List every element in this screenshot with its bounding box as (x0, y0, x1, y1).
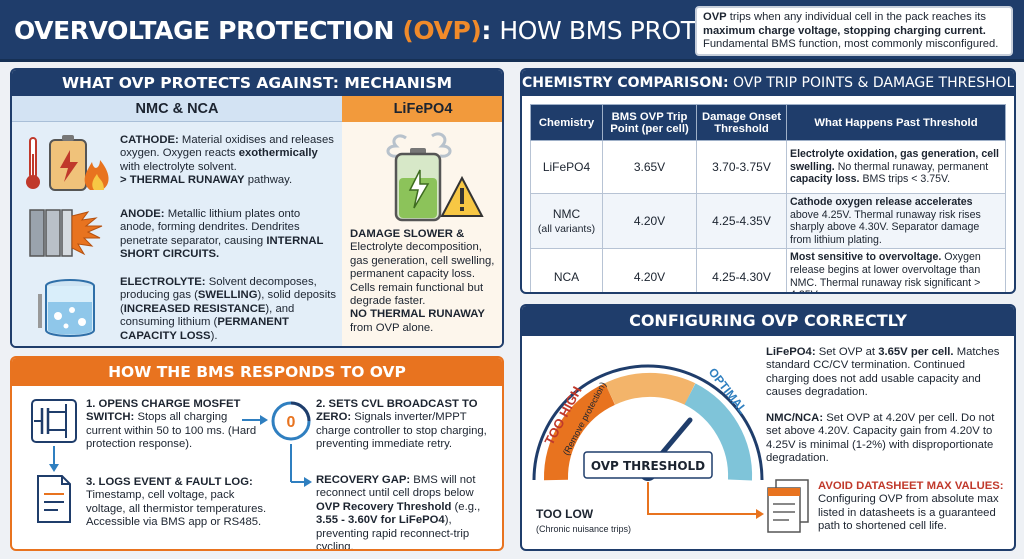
lfp-header: LiFePO4 (342, 96, 502, 122)
response-step-3: 3. LOGS EVENT & FAULT LOG: Timestamp, ce… (86, 476, 267, 529)
config-nmc-text: NMC/NCA: Set OVP at 4.20V per cell. Do n… (766, 412, 995, 465)
cell-trip: 4.20V (602, 192, 697, 250)
response-recovery-gap: RECOVERY GAP: BMS will not reconnect unt… (316, 474, 481, 551)
cell-chemistry: LiFePO4 (530, 140, 603, 194)
cell-chemistry: NMC (all variants) (530, 192, 603, 250)
chemistry-table: Chemistry BMS OVP Trip Point (per cell) … (530, 104, 1006, 292)
cell-trip: 4.20V (602, 248, 697, 292)
cell-effect: Most sensitive to overvoltage. Oxygen re… (786, 248, 1006, 292)
cell-damage: 3.70-3.75V (696, 140, 787, 194)
svg-text:OVP THRESHOLD: OVP THRESHOLD (591, 459, 705, 473)
chemistry-table-wrap: Chemistry BMS OVP Trip Point (per cell) … (530, 104, 1006, 292)
chemistry-title: CHEMISTRY COMPARISON: OVP TRIP POINTS & … (522, 70, 1014, 96)
response-step-2: 2. SETS CVL BROADCAST TO ZERO: Signals i… (316, 398, 487, 451)
table-row: LiFePO4 3.65V 3.70-3.75V Electrolyte oxi… (530, 140, 1006, 194)
anode-dendrite-icon (29, 209, 103, 257)
nmc-header: NMC & NCA (12, 96, 342, 122)
response-title: HOW THE BMS RESPONDS TO OVP (12, 358, 502, 386)
cathode-fire-icon (26, 135, 109, 191)
flow-arrows (49, 415, 312, 487)
table-row: NMC (all variants) 4.20V 4.25-4.35V Catho… (530, 192, 1006, 250)
mosfet-switch-icon (31, 399, 77, 443)
lfp-damage-text: DAMAGE SLOWER & Electrolyte decompositio… (350, 228, 495, 334)
response-step-1: 1. OPENS CHARGE MOSFET SWITCH: Stops all… (86, 398, 257, 451)
lfp-battery-warning-icon (386, 132, 484, 222)
header-bar: OVERVOLTAGE PROTECTION (OVP): HOW BMS PR… (0, 0, 1024, 62)
datasheet-icon (767, 479, 809, 533)
ovp-threshold-gauge: OVP THRESHOLD TOO HIGH (Remove protectio… (532, 364, 764, 534)
cell-damage: 4.25-4.30V (696, 248, 787, 292)
cell-effect: Cathode oxygen release accelerates above… (786, 192, 1006, 250)
config-avoid-text: AVOID DATASHEET MAX VALUES: Configuring … (818, 480, 1004, 533)
cell-trip: 3.65V (602, 140, 697, 194)
svg-text:TOO LOW: TOO LOW (536, 507, 594, 521)
cell-effect: Electrolyte oxidation, gas generation, c… (786, 140, 1006, 194)
col-header-effect: What Happens Past Threshold (786, 104, 1006, 141)
svg-text:(Chronic nuisance trips): (Chronic nuisance trips) (536, 524, 631, 534)
mechanism-panel: WHAT OVP PROTECTS AGAINST: MECHANISM NMC… (10, 68, 504, 348)
cvl-zero-icon: 0 (271, 401, 311, 441)
cell-chemistry: NCA (530, 248, 603, 292)
mechanism-title: WHAT OVP PROTECTS AGAINST: MECHANISM (12, 70, 502, 96)
cell-damage: 4.25-4.35V (696, 192, 787, 250)
table-row: NCA 4.20V 4.25-4.30V Most sensitive to o… (530, 248, 1006, 292)
response-panel: HOW THE BMS RESPONDS TO OVP 1. OPENS CHA… (10, 356, 504, 551)
configuring-title: CONFIGURING OVP CORRECTLY (522, 306, 1014, 336)
config-lfp-text: LiFePO4: Set OVP at 3.65V per cell. Matc… (766, 346, 1000, 399)
col-header-trip: BMS OVP Trip Point (per cell) (602, 104, 697, 141)
electrolyte-text: ELECTROLYTE: Solvent decomposes, produci… (120, 276, 336, 342)
header-note: OVP trips when any individual cell in th… (695, 6, 1013, 56)
chemistry-panel: CHEMISTRY COMPARISON: OVP TRIP POINTS & … (520, 68, 1016, 294)
cathode-text: CATHODE: Material oxidises and releases … (120, 134, 334, 187)
anode-text: ANODE: Metallic lithium plates onto anod… (120, 208, 324, 261)
col-header-damage: Damage Onset Threshold (696, 104, 787, 141)
electrolyte-beaker-icon (38, 279, 95, 337)
configuring-panel: CONFIGURING OVP CORRECTLY OVP THRESHOLD … (520, 304, 1016, 551)
fault-log-document-icon (37, 475, 71, 523)
svg-text:0: 0 (287, 414, 296, 431)
col-header-chemistry: Chemistry (530, 104, 603, 141)
